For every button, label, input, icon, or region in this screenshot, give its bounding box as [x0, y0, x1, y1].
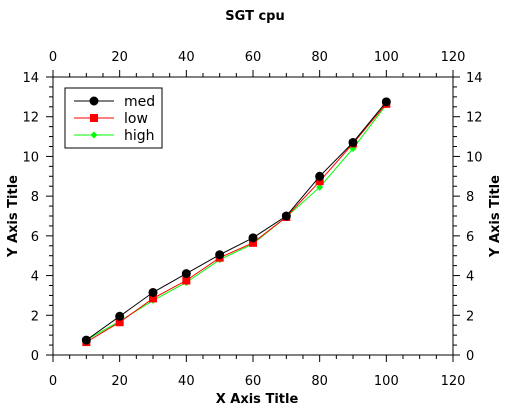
- y-axis-title-right: Y Axis Title: [488, 175, 503, 258]
- legend-marker-low: [90, 114, 98, 122]
- y-tick-label-right: 14: [466, 71, 483, 86]
- series-line-low: [86, 103, 387, 343]
- y-tick-label-right: 10: [466, 150, 483, 165]
- x-tick-label-top: 120: [441, 50, 466, 65]
- legend-label-low: low: [124, 111, 148, 127]
- data-point-med: [115, 311, 125, 321]
- y-tick-label-right: 6: [466, 230, 474, 245]
- legend-label-high: high: [124, 128, 155, 144]
- legend-label-med: med: [124, 94, 155, 110]
- data-point-med: [348, 138, 358, 148]
- y-tick-label-left: 8: [31, 190, 39, 205]
- chart-title: SGT cpu: [225, 9, 284, 24]
- y-tick-label-right: 12: [466, 111, 483, 126]
- data-point-med: [315, 171, 325, 181]
- x-tick-label-bottom: 120: [441, 374, 466, 389]
- data-point-low: [115, 318, 124, 327]
- x-tick-label-top: 20: [111, 50, 128, 65]
- data-point-low: [249, 238, 257, 247]
- y-axis-title-left: Y Axis Title: [6, 175, 21, 258]
- y-tick-label-right: 4: [466, 270, 474, 285]
- x-axis-title: X Axis Title: [216, 392, 299, 407]
- data-point-low: [149, 294, 157, 303]
- data-point-low: [182, 276, 191, 285]
- x-tick-label-bottom: 20: [111, 374, 128, 389]
- y-tick-label-left: 4: [31, 270, 39, 285]
- x-tick-label-top: 0: [49, 50, 57, 65]
- x-tick-label-bottom: 40: [178, 374, 195, 389]
- data-point-med: [248, 233, 258, 243]
- x-tick-label-top: 40: [178, 50, 195, 65]
- x-tick-label-bottom: 80: [311, 374, 328, 389]
- data-point-med: [181, 269, 191, 279]
- y-tick-label-left: 14: [22, 71, 39, 86]
- legend-marker-med: [89, 96, 99, 106]
- series-med: [81, 97, 391, 345]
- x-tick-label-bottom: 0: [49, 374, 57, 389]
- y-tick-label-right: 2: [466, 309, 474, 324]
- data-point-med: [215, 250, 225, 260]
- data-point-high: [316, 183, 324, 191]
- y-tick-label-left: 12: [22, 111, 39, 126]
- data-point-med: [381, 97, 391, 107]
- x-tick-label-top: 60: [245, 50, 262, 65]
- x-tick-label-top: 80: [311, 50, 328, 65]
- x-tick-label-bottom: 100: [374, 374, 399, 389]
- y-tick-label-left: 10: [22, 150, 39, 165]
- data-point-low: [315, 177, 324, 186]
- x-tick-label-bottom: 60: [245, 374, 262, 389]
- y-tick-label-left: 0: [31, 349, 39, 364]
- y-tick-label-right: 8: [466, 190, 474, 205]
- legend-marker-high: [90, 131, 98, 139]
- y-tick-label-left: 2: [31, 309, 39, 324]
- series-layer: [81, 97, 391, 347]
- data-point-med: [281, 211, 291, 221]
- series-line-med: [86, 101, 387, 341]
- data-point-med: [81, 335, 91, 345]
- data-point-med: [148, 287, 158, 297]
- y-tick-label-right: 0: [466, 349, 474, 364]
- x-tick-label-top: 100: [374, 50, 399, 65]
- y-tick-label-left: 6: [31, 230, 39, 245]
